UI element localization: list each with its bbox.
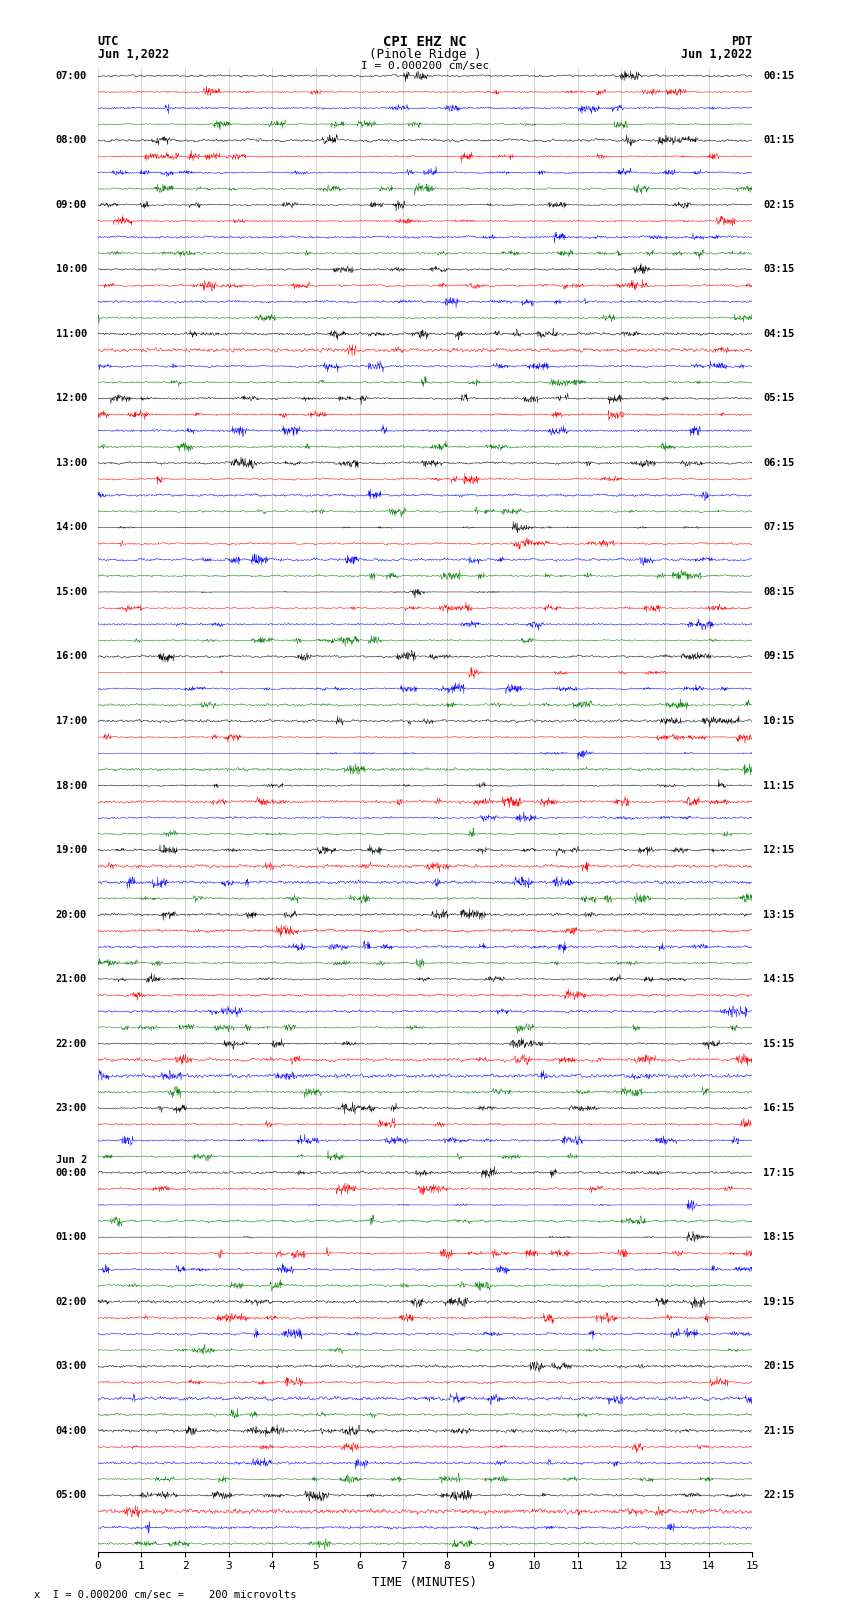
Text: 02:00: 02:00 (55, 1297, 87, 1307)
Text: (Pinole Ridge ): (Pinole Ridge ) (369, 48, 481, 61)
Text: 20:15: 20:15 (763, 1361, 795, 1371)
X-axis label: TIME (MINUTES): TIME (MINUTES) (372, 1576, 478, 1589)
Text: 02:15: 02:15 (763, 200, 795, 210)
Text: 03:00: 03:00 (55, 1361, 87, 1371)
Text: 07:00: 07:00 (55, 71, 87, 81)
Text: 19:00: 19:00 (55, 845, 87, 855)
Text: 00:15: 00:15 (763, 71, 795, 81)
Text: 06:15: 06:15 (763, 458, 795, 468)
Text: 08:00: 08:00 (55, 135, 87, 145)
Text: 13:15: 13:15 (763, 910, 795, 919)
Text: 09:15: 09:15 (763, 652, 795, 661)
Text: 04:00: 04:00 (55, 1426, 87, 1436)
Text: 18:00: 18:00 (55, 781, 87, 790)
Text: 00:00: 00:00 (55, 1168, 87, 1177)
Text: 09:00: 09:00 (55, 200, 87, 210)
Text: PDT: PDT (731, 35, 752, 48)
Text: x  I = 0.000200 cm/sec =    200 microvolts: x I = 0.000200 cm/sec = 200 microvolts (34, 1590, 297, 1600)
Text: 16:15: 16:15 (763, 1103, 795, 1113)
Text: 05:00: 05:00 (55, 1490, 87, 1500)
Text: 16:00: 16:00 (55, 652, 87, 661)
Text: CPI EHZ NC: CPI EHZ NC (383, 35, 467, 50)
Text: 01:15: 01:15 (763, 135, 795, 145)
Text: 11:00: 11:00 (55, 329, 87, 339)
Text: 15:15: 15:15 (763, 1039, 795, 1048)
Text: 14:00: 14:00 (55, 523, 87, 532)
Text: I = 0.000200 cm/sec: I = 0.000200 cm/sec (361, 61, 489, 71)
Text: Jun 1,2022: Jun 1,2022 (98, 48, 169, 61)
Text: 08:15: 08:15 (763, 587, 795, 597)
Text: 20:00: 20:00 (55, 910, 87, 919)
Text: Jun 1,2022: Jun 1,2022 (681, 48, 752, 61)
Text: 22:00: 22:00 (55, 1039, 87, 1048)
Text: Jun 2: Jun 2 (55, 1155, 87, 1165)
Text: 17:15: 17:15 (763, 1168, 795, 1177)
Text: 18:15: 18:15 (763, 1232, 795, 1242)
Text: 01:00: 01:00 (55, 1232, 87, 1242)
Text: 15:00: 15:00 (55, 587, 87, 597)
Text: 10:15: 10:15 (763, 716, 795, 726)
Text: 21:15: 21:15 (763, 1426, 795, 1436)
Text: 12:00: 12:00 (55, 394, 87, 403)
Text: 19:15: 19:15 (763, 1297, 795, 1307)
Text: 11:15: 11:15 (763, 781, 795, 790)
Text: 10:00: 10:00 (55, 265, 87, 274)
Text: 07:15: 07:15 (763, 523, 795, 532)
Text: 03:15: 03:15 (763, 265, 795, 274)
Text: 17:00: 17:00 (55, 716, 87, 726)
Text: 04:15: 04:15 (763, 329, 795, 339)
Text: 13:00: 13:00 (55, 458, 87, 468)
Text: 14:15: 14:15 (763, 974, 795, 984)
Text: 05:15: 05:15 (763, 394, 795, 403)
Text: 21:00: 21:00 (55, 974, 87, 984)
Text: 12:15: 12:15 (763, 845, 795, 855)
Text: 22:15: 22:15 (763, 1490, 795, 1500)
Text: UTC: UTC (98, 35, 119, 48)
Text: 23:00: 23:00 (55, 1103, 87, 1113)
